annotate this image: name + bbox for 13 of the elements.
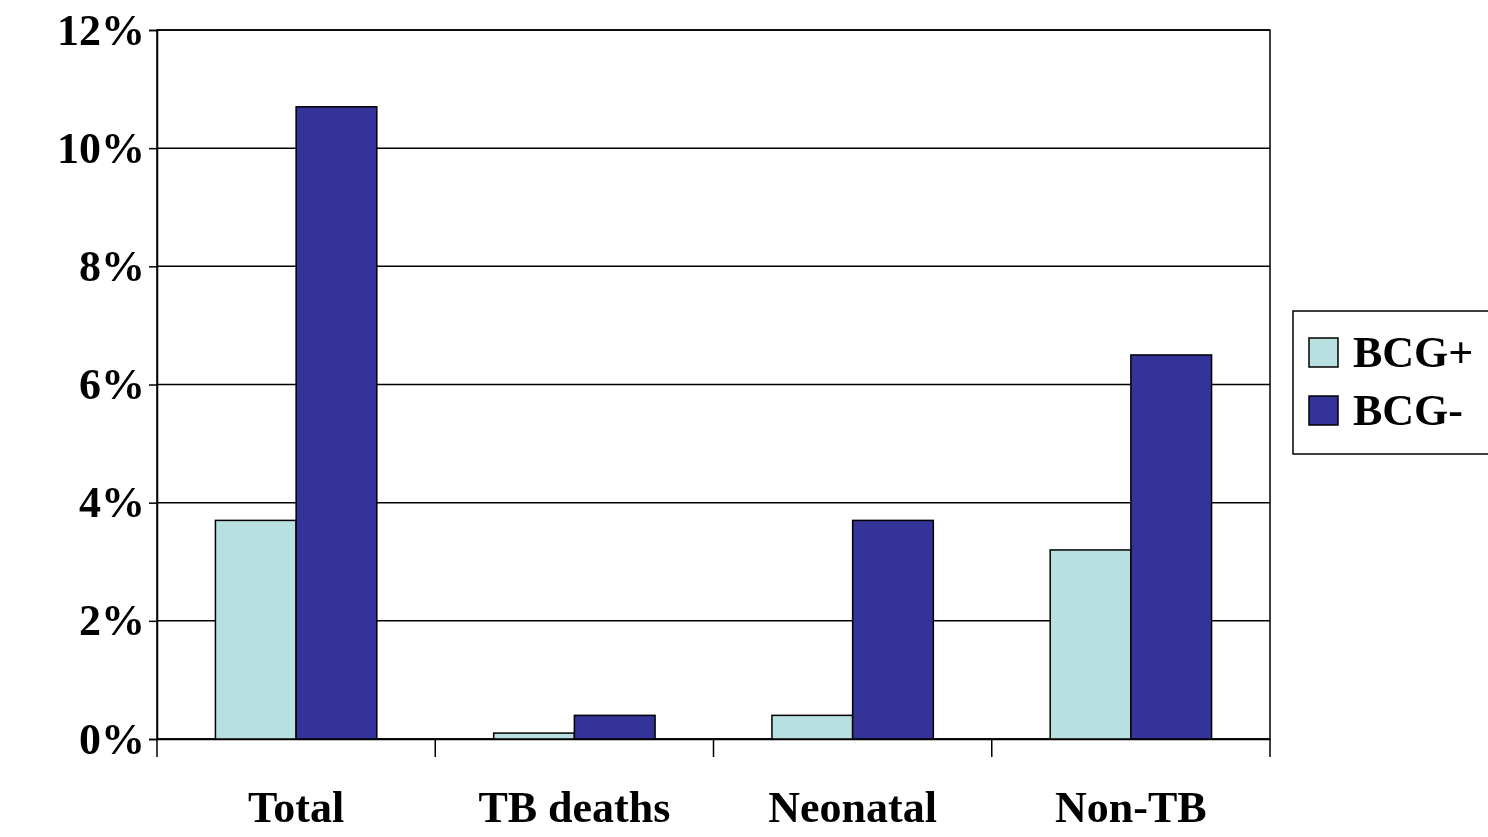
x-tick-label: Total bbox=[248, 783, 345, 833]
x-tick-label: Neonatal bbox=[768, 783, 937, 833]
legend-label: BCG+ bbox=[1353, 328, 1474, 377]
legend-label: BCG- bbox=[1353, 386, 1463, 435]
y-tick-label: 0% bbox=[79, 714, 145, 764]
y-tick-label: 12% bbox=[57, 5, 145, 55]
y-tick-label: 2% bbox=[79, 596, 145, 646]
y-tick-label: 8% bbox=[79, 241, 145, 291]
y-tick-label: 6% bbox=[79, 360, 145, 410]
x-tick-label: TB deaths bbox=[478, 783, 671, 833]
y-tick-label: 10% bbox=[57, 123, 145, 173]
x-tick-label: Non-TB bbox=[1055, 783, 1207, 833]
y-tick-label: 4% bbox=[79, 478, 145, 528]
